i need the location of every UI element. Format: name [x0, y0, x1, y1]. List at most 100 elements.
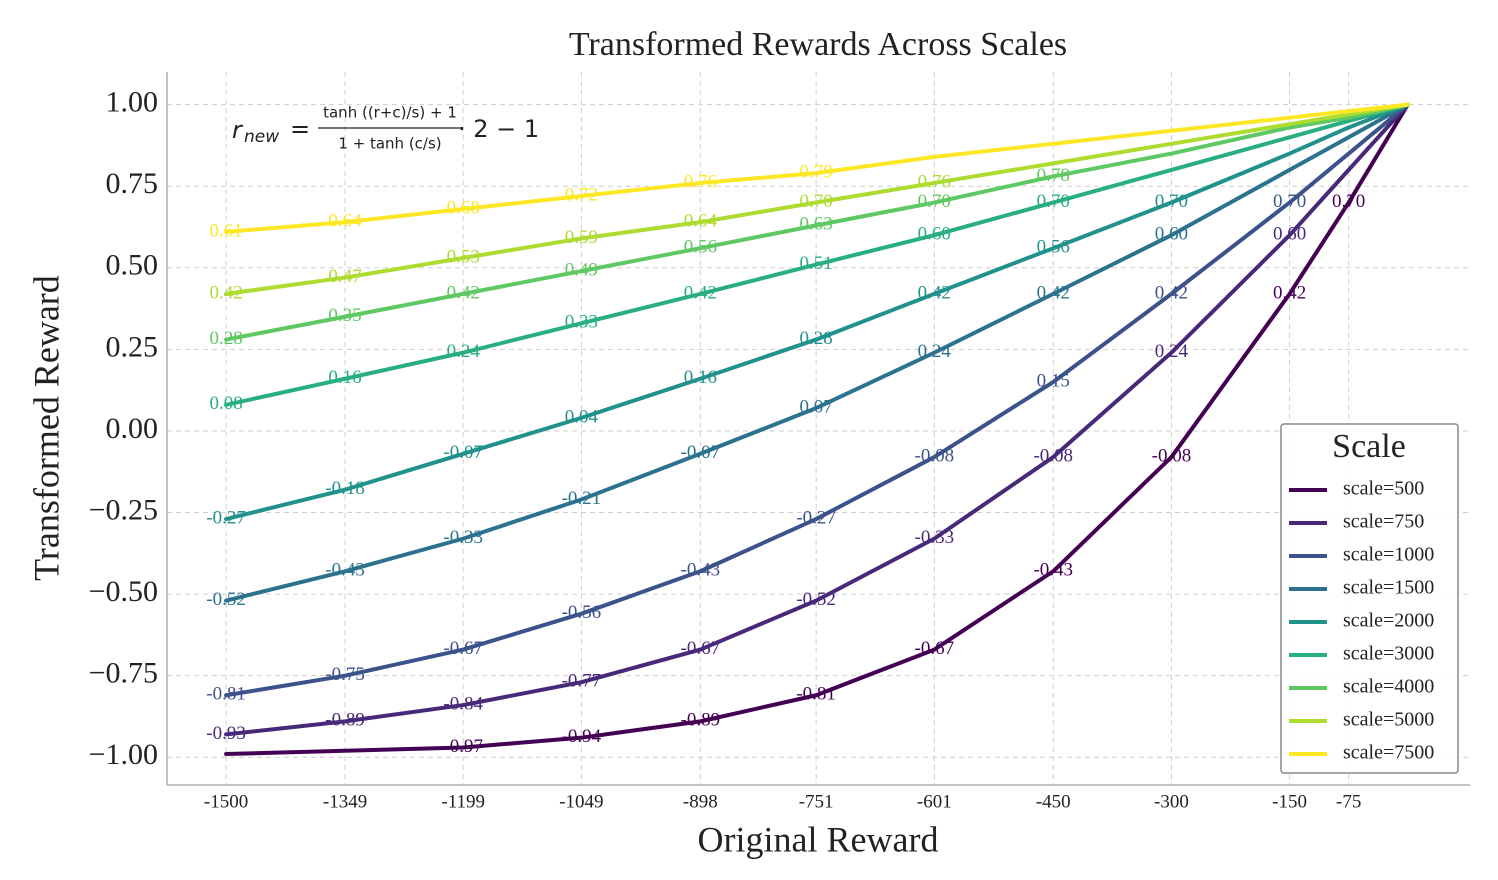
- data-label: -0.67: [443, 638, 483, 659]
- y-tick-label: 0.50: [106, 249, 159, 282]
- data-label: 0.68: [447, 197, 480, 218]
- legend-label: scale=4000: [1343, 676, 1434, 698]
- x-tick-label: -1049: [559, 791, 603, 812]
- legend-label: scale=5000: [1343, 709, 1434, 731]
- data-label: -0.08: [1152, 445, 1192, 466]
- data-label: 0.70: [1273, 191, 1306, 212]
- data-label: -0.43: [1033, 560, 1073, 581]
- y-tick-label: −0.75: [89, 657, 158, 690]
- data-label: 0.72: [565, 184, 598, 205]
- legend-label: scale=1000: [1343, 544, 1434, 566]
- data-label: 0.24: [447, 341, 481, 362]
- series-line: [224, 102, 1410, 603]
- data-label: -0.93: [206, 723, 246, 744]
- x-tick-label: -1500: [204, 791, 248, 812]
- data-label: 0.70: [918, 191, 951, 212]
- series-line: [224, 102, 1410, 756]
- legend-label: scale=3000: [1343, 643, 1434, 665]
- data-label: 0.35: [328, 305, 361, 326]
- data-label: -0.21: [562, 488, 602, 509]
- data-label: -0.07: [443, 442, 483, 463]
- data-label: 0.64: [684, 210, 718, 231]
- data-label: -0.67: [681, 638, 721, 659]
- data-label: -0.43: [681, 560, 721, 581]
- y-tick-label: 0.00: [106, 412, 159, 445]
- data-label: 0.07: [800, 396, 833, 417]
- data-label: 0.51: [800, 253, 833, 274]
- legend-label: scale=1500: [1343, 577, 1434, 599]
- data-label: -0.18: [325, 478, 365, 499]
- data-label: -0.89: [325, 710, 365, 731]
- formula-subscript: new: [244, 127, 279, 147]
- y-tick-label: −1.00: [89, 738, 158, 771]
- formula-equals: =: [290, 115, 310, 143]
- data-label: 0.16: [328, 367, 361, 388]
- y-tick-label: −0.25: [89, 493, 158, 526]
- x-tick-label: -601: [917, 791, 952, 812]
- data-label: 0.42: [1273, 282, 1306, 303]
- data-label: 0.61: [209, 220, 242, 241]
- data-label: -0.81: [206, 684, 246, 705]
- x-axis-label: Original Reward: [698, 819, 939, 859]
- data-label: 0.76: [684, 171, 717, 192]
- data-label: -0.56: [562, 602, 602, 623]
- data-label: 0.76: [918, 171, 951, 192]
- data-labels: -0.97 -0.94 -0.89 -0.81 -0.67 -0.43 -0.08 0.42 0…: [206, 162, 1365, 757]
- x-tick-label: -75: [1336, 791, 1361, 812]
- x-tick-label: -898: [683, 791, 718, 812]
- lines: [224, 102, 1410, 756]
- data-label: -0.27: [206, 507, 246, 528]
- data-label: 0.42: [918, 282, 951, 303]
- y-tick-label: 1.00: [106, 86, 159, 119]
- data-label: -0.75: [325, 664, 365, 685]
- x-tick-label: -1199: [441, 791, 485, 812]
- legend-title: Scale: [1332, 428, 1406, 465]
- x-tick-label: -751: [799, 791, 834, 812]
- data-label: 0.79: [800, 162, 833, 183]
- x-tick-label: -150: [1272, 791, 1307, 812]
- data-label: -0.08: [1033, 445, 1073, 466]
- legend-label: scale=750: [1343, 511, 1424, 533]
- data-label: 0.42: [1037, 282, 1070, 303]
- data-label: 0.16: [684, 367, 717, 388]
- data-label: 0.42: [447, 282, 480, 303]
- data-label: 0.59: [565, 227, 598, 248]
- data-label: 0.47: [328, 266, 361, 287]
- data-label: -0.52: [206, 589, 246, 610]
- data-label: 0.64: [328, 210, 362, 231]
- legend-label: scale=2000: [1343, 610, 1434, 632]
- series-line: [224, 102, 1410, 296]
- data-label: 0.15: [1037, 370, 1070, 391]
- data-label: 0.70: [1155, 191, 1188, 212]
- data-label: 0.08: [209, 393, 242, 414]
- data-label: -0.27: [796, 507, 836, 528]
- data-label: 0.24: [918, 341, 952, 362]
- data-label: 0.28: [209, 328, 242, 349]
- data-label: -0.07: [681, 442, 721, 463]
- y-tick-label: 0.75: [106, 167, 159, 200]
- formula-denominator: 1 + tanh (c/s): [338, 135, 441, 153]
- x-tick-label: -450: [1036, 791, 1071, 812]
- data-label: -0.08: [915, 445, 955, 466]
- x-tick-label: -300: [1154, 791, 1189, 812]
- data-label: 0.49: [565, 259, 598, 280]
- legend-label: scale=500: [1343, 478, 1424, 500]
- data-label: -0.43: [325, 560, 365, 581]
- legend-label: scale=7500: [1343, 742, 1434, 764]
- series-line: [224, 102, 1410, 342]
- data-label: 0.28: [800, 328, 833, 349]
- series-line: [224, 102, 1410, 698]
- data-label: 0.53: [447, 246, 480, 267]
- data-label: -0.67: [915, 638, 955, 659]
- data-label: -0.52: [796, 589, 836, 610]
- data-label: 0.78: [1037, 165, 1070, 186]
- x-tick-label: -1349: [323, 791, 367, 812]
- series-line: [224, 102, 1410, 407]
- series-line: [224, 102, 1410, 522]
- data-label: -0.77: [562, 671, 602, 692]
- data-label: -0.81: [796, 684, 836, 705]
- data-label: 0.33: [565, 312, 598, 333]
- data-label: -0.89: [681, 710, 721, 731]
- formula-tail: · 2 − 1: [458, 115, 539, 143]
